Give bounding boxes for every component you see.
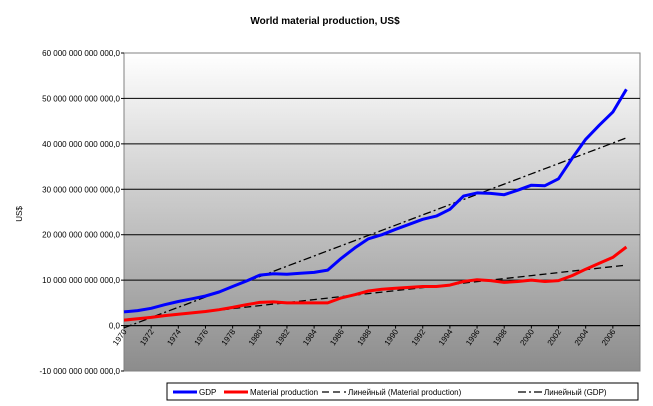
y-tick-label: 20 000 000 000 000,0 <box>42 231 120 240</box>
legend-box <box>166 382 639 401</box>
y-tick-label: 60 000 000 000 000,0 <box>42 49 120 58</box>
series-line <box>123 88 628 314</box>
series-line <box>123 264 627 322</box>
y-tick-label: 50 000 000 000 000,0 <box>42 94 120 103</box>
y-tick-label: 10 000 000 000 000,0 <box>42 276 120 285</box>
legend-label: GDP <box>199 388 216 397</box>
plot-area <box>123 52 641 372</box>
series-group <box>123 88 628 329</box>
chart-title: World material production, US$ <box>250 16 400 27</box>
y-tick-label: 30 000 000 000 000,0 <box>42 185 120 194</box>
legend-label: Линейный (Material production) <box>348 388 462 397</box>
legend-label: Линейный (GDP) <box>544 388 607 397</box>
legend-label: Material production <box>250 388 318 397</box>
y-axis-ticks: -10 000 000 000 000,0 0,0 10 000 000 000 0… <box>39 49 124 376</box>
y-tick-label: -10 000 000 000 000,0 <box>39 367 120 376</box>
series-line <box>123 245 628 322</box>
y-tick-label: 40 000 000 000 000,0 <box>42 140 120 149</box>
y-axis-label: US$ <box>15 206 24 222</box>
legend: GDP Material production Линейный (Material… <box>166 382 639 401</box>
y-tick-label: 0,0 <box>109 322 121 331</box>
series-line <box>123 137 627 329</box>
